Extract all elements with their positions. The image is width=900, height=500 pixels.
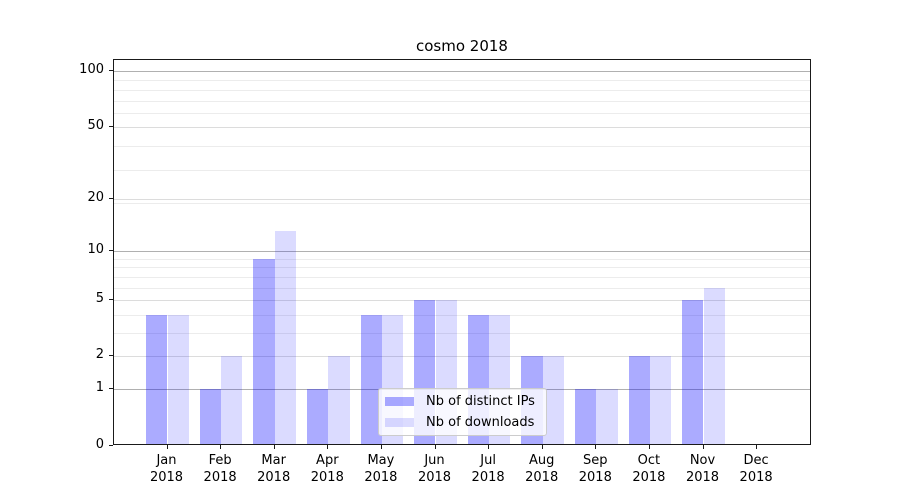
bar-ips-nov [682,300,704,444]
legend-item-downloads: Nb of downloads [385,414,540,432]
bar-ips-feb [199,389,222,444]
y-axis-tick [109,299,113,301]
y-axis-tick [109,355,113,357]
y-axis-label: 0 [95,436,104,452]
x-axis-tick [702,445,704,449]
bar-ips-may [360,314,382,444]
gridline-major [114,356,810,358]
x-axis-label: Feb 2018 [203,453,237,485]
y-axis-label: 10 [87,242,104,257]
bar-downloads-mar [274,231,297,444]
gridline-major [114,126,810,128]
y-axis-label: 50 [87,117,104,133]
bar-downloads-sep [596,389,618,444]
gridline-minor [114,113,810,115]
x-axis-label: Nov 2018 [685,453,720,485]
x-axis-tick [220,445,222,449]
x-axis-tick [541,445,543,449]
x-axis-label: Aug 2018 [525,453,559,485]
x-axis-tick [595,445,597,449]
y-axis-label: 1 [95,380,104,396]
legend: Nb of distinct IPs Nb of downloads [378,388,547,436]
legend-label-downloads: Nb of downloads [426,415,535,430]
x-axis-tick [273,445,275,449]
x-axis-label: Jun 2018 [417,453,452,485]
x-axis-tick [327,445,329,449]
y-axis-tick [109,125,113,127]
x-axis-label: Apr 2018 [310,453,344,485]
y-axis-label: 20 [87,189,104,205]
chart-title: cosmo 2018 [416,37,508,55]
gridline-minor [114,100,810,102]
bar-downloads-aug [542,356,565,444]
x-axis-label: Oct 2018 [632,453,666,485]
bar-downloads-feb [221,356,243,444]
x-axis-tick [648,445,650,449]
bar-downloads-oct [649,356,672,444]
gridline-major [114,300,810,302]
y-axis-tick [109,197,113,199]
y-axis-label: 100 [79,62,104,78]
bar-downloads-apr [328,356,350,444]
bar-ips-sep [574,389,597,444]
legend-item-distinct-ips: Nb of distinct IPs [385,393,540,411]
x-axis-label: Jul 2018 [471,453,505,485]
x-axis-label: Jan 2018 [149,453,184,485]
legend-swatch-downloads [385,418,414,427]
gridline-minor [114,267,810,269]
x-axis-tick [756,445,758,449]
y-axis-label: 2 [95,347,104,363]
bar-downloads-jan [167,314,189,444]
gridline-major [114,198,810,200]
gridline-minor [114,258,810,260]
gridline-minor [114,333,810,334]
gridline-minor [114,287,810,289]
y-axis-tick [109,444,113,446]
gridline-major [114,251,810,252]
y-axis-tick [109,70,113,72]
gridline-minor [114,169,810,171]
x-axis-tick [434,445,436,449]
legend-swatch-distinct-ips [385,397,414,406]
x-axis-tick [166,445,168,449]
gridline-minor [114,202,810,204]
bar-ips-jan [146,314,168,444]
bar-downloads-nov [703,287,725,444]
x-axis-label: Dec 2018 [739,453,773,485]
y-axis-tick [109,388,113,390]
x-axis-label: Sep 2018 [578,453,612,485]
gridline-minor [114,276,810,278]
gridline-minor [114,146,810,148]
bar-ips-apr [306,389,329,444]
x-axis-tick [380,445,382,449]
gridline-minor [114,314,810,316]
x-axis-label: Mar 2018 [257,453,291,485]
y-axis-label: 5 [95,291,104,307]
y-axis-tick [109,250,113,251]
x-axis-tick [488,445,490,449]
x-axis-label: May 2018 [364,453,398,485]
gridline-major [114,71,810,73]
bar-ips-mar [253,258,275,444]
legend-label-distinct-ips: Nb of distinct IPs [426,394,535,409]
gridline-minor [114,80,810,82]
bar-ips-oct [628,356,650,444]
gridline-minor [114,90,810,91]
